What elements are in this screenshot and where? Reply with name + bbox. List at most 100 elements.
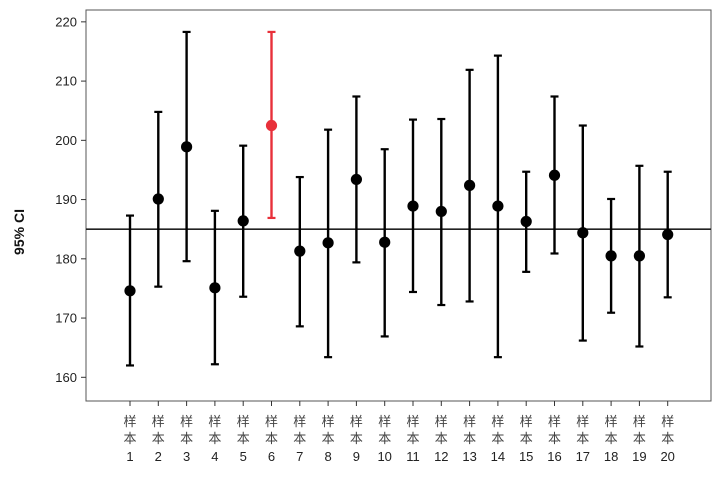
mean-point <box>520 215 532 228</box>
error-bar-15 <box>520 170 532 273</box>
x-tick-label-char: 样 <box>123 415 136 430</box>
error-bar-6 <box>265 30 278 220</box>
error-bar-9 <box>350 95 362 264</box>
x-tick-label-char: 本 <box>520 432 533 447</box>
x-tick-label-number: 20 <box>660 449 674 464</box>
x-tick-label-char: 本 <box>152 432 165 447</box>
mean-point <box>464 179 476 191</box>
y-tick-label: 200 <box>55 133 77 148</box>
error-bar-12 <box>435 117 447 307</box>
x-tick-label-char: 样 <box>208 415 221 430</box>
x-tick-label-number: 18 <box>604 449 618 464</box>
x-tick-label-char: 样 <box>180 415 193 430</box>
mean-point <box>605 250 617 262</box>
x-tick-label-char: 样 <box>576 415 589 430</box>
x-tick-label-8: 样本 8 <box>322 415 335 464</box>
x-tick-label-char: 本 <box>350 432 363 447</box>
x-tick-label-number: 19 <box>632 449 646 464</box>
x-tick-label-char: 本 <box>322 432 335 447</box>
x-tick-label-7: 样本 7 <box>293 415 306 464</box>
mean-point <box>633 250 646 262</box>
plot-frame-layer <box>85 9 712 402</box>
x-tick-label-number: 12 <box>434 449 448 464</box>
y-tick-label: 210 <box>55 74 77 89</box>
x-tick-label-18: 样本 18 <box>604 415 618 464</box>
y-tick-label: 190 <box>55 192 77 207</box>
error-bar-7 <box>294 175 306 328</box>
x-tick-label-13: 样本 13 <box>462 415 476 464</box>
mean-point <box>435 205 447 218</box>
error-bar-20 <box>662 170 674 299</box>
x-tick-label-5: 样本 5 <box>237 415 250 464</box>
x-tick-label-number: 14 <box>491 449 505 464</box>
error-bar-18 <box>605 197 617 314</box>
x-tick-label-number: 15 <box>519 449 533 464</box>
x-tick-label-number: 10 <box>377 449 391 464</box>
x-tick-label-char: 本 <box>123 432 136 447</box>
x-tick-label-char: 本 <box>265 432 278 447</box>
error-bar-8 <box>322 128 334 359</box>
mean-point <box>237 215 249 227</box>
x-tick-label-number: 11 <box>406 449 420 464</box>
y-tick-label: 220 <box>55 14 77 29</box>
error-bar-10 <box>379 148 391 338</box>
x-tick-label-number: 7 <box>296 449 303 464</box>
x-tick-label-2: 样本 2 <box>152 415 165 464</box>
x-tick-label-char: 本 <box>463 432 476 447</box>
x-tick-label-19: 样本 19 <box>632 415 646 464</box>
x-tick-label-char: 本 <box>491 432 504 447</box>
x-tick-label-char: 样 <box>633 415 646 430</box>
x-tick-label-number: 8 <box>324 449 331 464</box>
x-tick-label-char: 样 <box>463 415 476 430</box>
x-tick-label-number: 6 <box>268 449 275 464</box>
x-tick-label-char: 样 <box>435 415 448 430</box>
x-tick-label-char: 本 <box>605 432 618 447</box>
y-tick-label: 180 <box>55 251 77 266</box>
mean-point <box>548 169 561 181</box>
x-tick-label-11: 样本 11 <box>406 415 420 464</box>
error-bar-14 <box>492 54 504 359</box>
y-tick-label: 170 <box>55 311 77 326</box>
x-tick-label-20: 样本 20 <box>660 415 674 464</box>
x-tick-label-char: 本 <box>237 432 250 447</box>
x-tick-label-char: 样 <box>406 415 419 430</box>
x-tick-label-char: 本 <box>633 432 646 447</box>
error-bar-13 <box>464 68 476 303</box>
x-tick-label-12: 样本 12 <box>434 415 448 464</box>
y-tick-label: 160 <box>55 370 77 385</box>
x-tick-label-number: 3 <box>183 449 190 464</box>
error-bar-3 <box>181 30 193 263</box>
x-tick-label-char: 样 <box>293 415 306 430</box>
error-bar-19 <box>633 164 646 348</box>
mean-point <box>577 227 589 239</box>
mean-point <box>407 200 419 212</box>
error-bar-5 <box>237 144 249 298</box>
x-tick-label-char: 本 <box>576 432 589 447</box>
x-tick-label-number: 16 <box>547 449 561 464</box>
x-tick-label-10: 样本 10 <box>377 415 391 464</box>
mean-point <box>322 237 334 249</box>
error-bar-4 <box>209 209 221 366</box>
x-tick-label-9: 样本 9 <box>350 415 363 464</box>
mean-point <box>265 119 278 132</box>
error-bars-layer <box>124 30 674 367</box>
mean-point <box>662 228 674 241</box>
x-tick-label-char: 本 <box>548 432 561 447</box>
x-tick-label-char: 本 <box>293 432 306 447</box>
y-axis: 160 170 180 190 200 210 220 <box>55 14 86 385</box>
x-tick-label-6: 样本 6 <box>265 415 278 464</box>
x-tick-label-1: 样本 1 <box>123 415 136 464</box>
x-axis: 样本1样本2样本3样本4样本5样本6样本7样本8样本9样本10样本11样本12样… <box>123 401 675 464</box>
x-tick-label-char: 本 <box>378 432 391 447</box>
x-tick-label-number: 17 <box>576 449 590 464</box>
error-bar-16 <box>548 95 561 255</box>
error-bar-11 <box>407 118 419 294</box>
x-tick-label-char: 样 <box>152 415 165 430</box>
x-tick-label-number: 2 <box>155 449 162 464</box>
x-tick-label-char: 样 <box>605 415 618 430</box>
x-tick-label-char: 本 <box>406 432 419 447</box>
x-tick-label-16: 样本 16 <box>547 415 561 464</box>
x-tick-label-number: 1 <box>126 449 133 464</box>
x-tick-label-char: 样 <box>350 415 363 430</box>
x-tick-label-15: 样本 15 <box>519 415 533 464</box>
